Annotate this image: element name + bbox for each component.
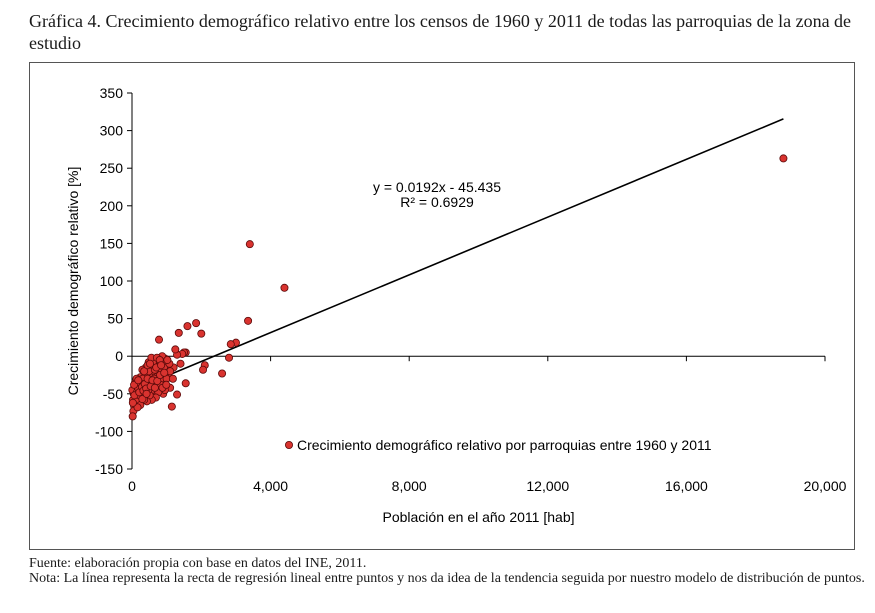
y-axis-label: Crecimiento demográfico relativo [%]: [65, 167, 81, 396]
x-tick-label: 16,000: [665, 478, 708, 494]
data-point: [163, 355, 172, 364]
legend: Crecimiento demográfico relativo por par…: [284, 437, 712, 453]
data-point: [146, 359, 155, 368]
y-tick-label: -50: [103, 386, 123, 402]
regression-r2: R² = 0.6929: [400, 194, 474, 210]
regression-line: [131, 118, 784, 392]
data-point: [183, 322, 192, 331]
data-point: [174, 328, 183, 337]
x-tick-label: 8,000: [392, 478, 427, 494]
data-point: [140, 367, 149, 376]
data-point: [134, 376, 143, 385]
x-axis-label: Población en el año 2011 [hab]: [382, 509, 574, 525]
data-point: [218, 369, 227, 378]
y-tick-label: -150: [95, 461, 123, 477]
y-tick-label: 250: [100, 160, 124, 176]
legend-marker: [284, 440, 293, 449]
figure-title: Gráfica 4. Crecimiento demográfico relat…: [29, 11, 852, 53]
y-tick-label: 150: [100, 235, 124, 251]
data-point: [226, 340, 235, 349]
y-tick-label: 300: [100, 123, 124, 139]
y-tick-label: 0: [115, 348, 123, 364]
y-tick-label: -100: [95, 423, 123, 439]
data-point: [155, 335, 164, 344]
figure-notes: Fuente: elaboración propia con base en d…: [29, 556, 869, 586]
data-point: [128, 412, 137, 421]
regression-equation: y = 0.0192x - 45.435: [373, 179, 501, 195]
data-point: [225, 353, 234, 362]
data-points: [128, 154, 788, 421]
method-note: Nota: La línea representa la recta de re…: [29, 571, 865, 586]
data-point: [160, 368, 169, 377]
data-point: [171, 345, 180, 354]
source-note: Fuente: elaboración propia con base en d…: [29, 556, 367, 571]
data-point: [779, 154, 788, 163]
data-point: [173, 390, 182, 399]
x-tick-label: 4,000: [253, 478, 288, 494]
x-tick-label: 12,000: [526, 478, 569, 494]
data-point: [142, 389, 151, 398]
y-tick-label: 100: [100, 273, 124, 289]
data-point: [197, 329, 206, 338]
data-point: [280, 283, 289, 292]
data-point: [244, 316, 253, 325]
data-point: [150, 383, 159, 392]
y-tick-label: 350: [100, 85, 124, 101]
data-point: [176, 359, 185, 368]
x-tick-label: 0: [128, 478, 136, 494]
data-point: [157, 361, 166, 370]
x-axis: 0 4,000 8,000 12,000 16,000 20,000: [128, 355, 847, 494]
data-point: [168, 374, 177, 383]
data-point: [167, 402, 176, 411]
y-axis: -150 -100 -50 0 50 100 150 200 250 300 350: [95, 85, 133, 477]
data-point: [199, 365, 208, 374]
chart-frame: [29, 62, 855, 550]
legend-label: Crecimiento demográfico relativo por par…: [297, 437, 712, 453]
data-point: [162, 380, 171, 389]
scatter-chart: -150 -100 -50 0 50 100 150 200 250 300 350 0 4,000 8…: [65, 85, 847, 525]
data-point: [128, 398, 137, 407]
data-point: [181, 379, 190, 388]
data-point: [192, 319, 201, 328]
x-tick-label: 20,000: [804, 478, 847, 494]
data-point: [138, 395, 147, 404]
data-point: [245, 240, 254, 249]
y-tick-label: 50: [107, 311, 123, 327]
y-tick-label: 200: [100, 198, 124, 214]
